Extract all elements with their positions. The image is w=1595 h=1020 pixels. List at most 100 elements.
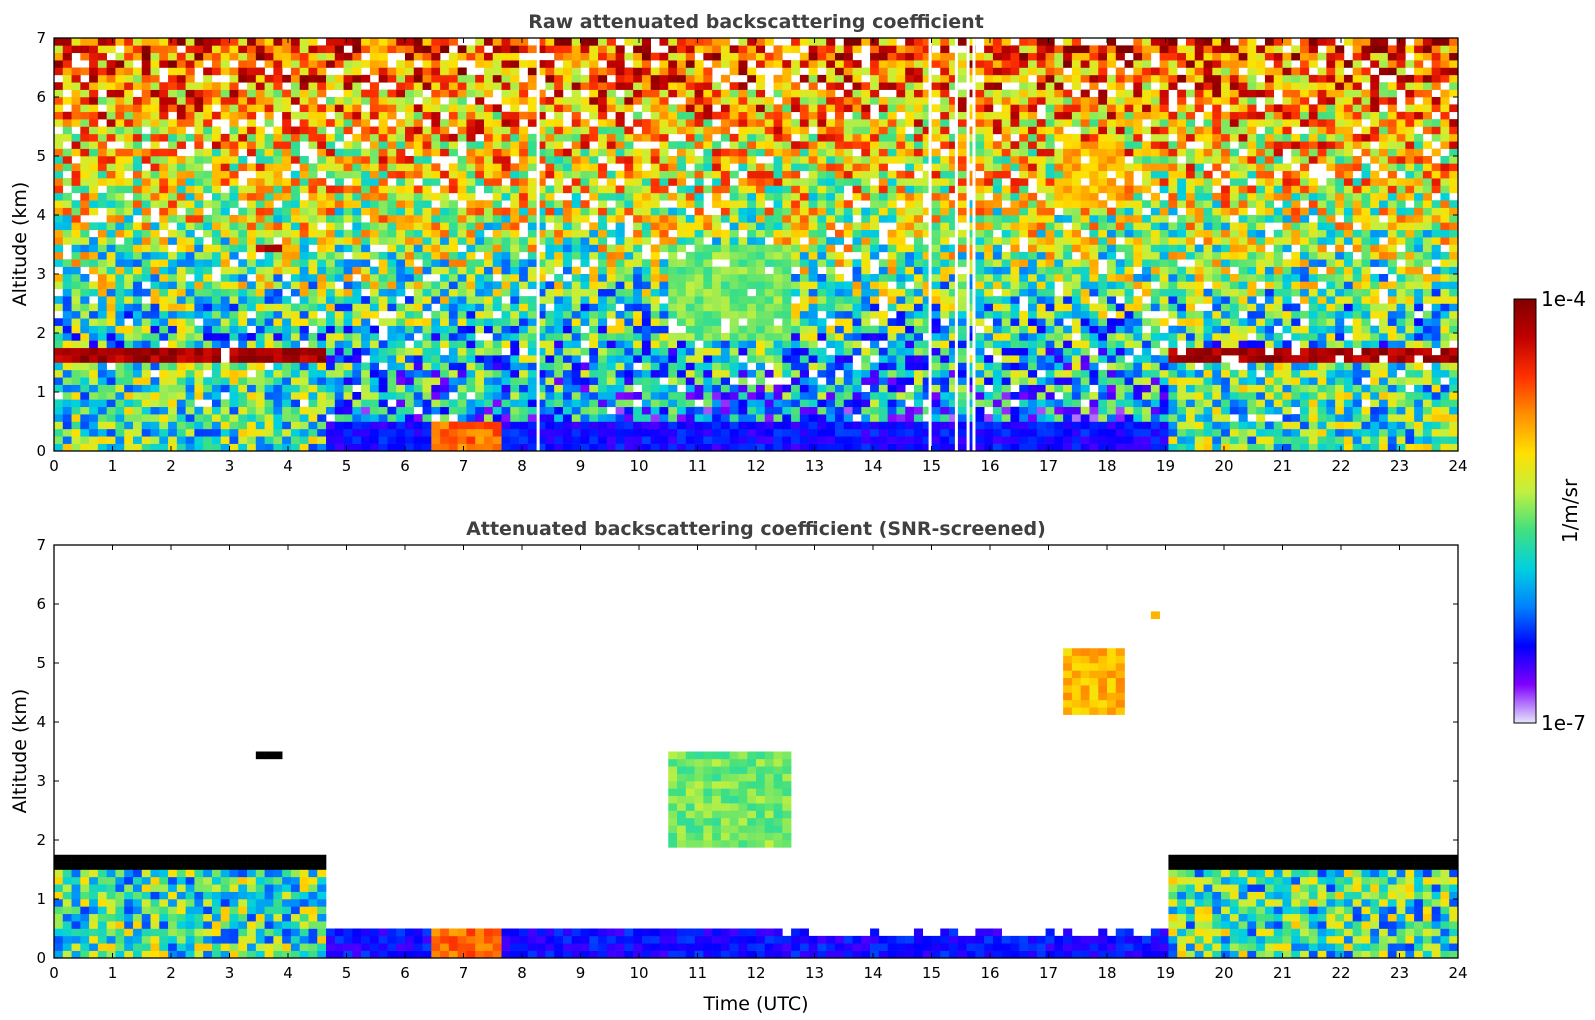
heatmap-cell (1449, 310, 1458, 319)
heatmap-cell (1080, 443, 1090, 451)
heatmap-cell (1379, 281, 1389, 290)
heatmap-cell (1185, 421, 1196, 430)
heatmap-cell (405, 244, 415, 253)
heatmap-cell (150, 259, 160, 267)
heatmap-cell (1273, 333, 1283, 341)
heatmap-cell (141, 414, 151, 422)
heatmap-cell (589, 362, 599, 371)
heatmap-cell (1115, 266, 1125, 275)
heatmap-cell (703, 414, 713, 422)
heatmap-cell (870, 399, 880, 408)
heatmap-cell (1080, 355, 1090, 363)
heatmap-cell (843, 392, 853, 400)
heatmap-cell (194, 310, 204, 319)
heatmap-cell (194, 325, 204, 334)
heatmap-cell (317, 281, 327, 290)
heatmap-cell (861, 288, 871, 297)
heatmap-cell (1177, 421, 1187, 430)
heatmap-cell (1238, 288, 1248, 297)
heatmap-cell (1080, 251, 1090, 260)
heatmap-cell (483, 443, 494, 451)
heatmap-cell (791, 369, 801, 378)
heatmap-cell (194, 355, 204, 363)
heatmap-cell (492, 414, 502, 422)
heatmap-cell (1449, 303, 1458, 312)
heatmap-cell (1010, 406, 1020, 415)
heatmap-cell (650, 369, 660, 378)
heatmap-cell (361, 325, 371, 334)
heatmap-cell (62, 310, 72, 319)
heatmap-cell (641, 392, 652, 400)
heatmap-cell (1080, 347, 1090, 356)
heatmap-cell (405, 392, 415, 400)
heatmap-cell (817, 333, 827, 341)
heatmap-cell (124, 215, 134, 223)
heatmap-cell (203, 325, 213, 334)
heatmap-cell (782, 318, 792, 326)
heatmap-cell (1352, 207, 1362, 216)
heatmap-cell (1291, 399, 1301, 408)
heatmap-cell (194, 443, 204, 451)
heatmap-cell (317, 369, 327, 378)
heatmap-cell (659, 362, 669, 371)
heatmap-cell (571, 333, 581, 341)
heatmap-cell (405, 207, 415, 216)
heatmap-cell (97, 399, 107, 408)
heatmap-cell (255, 229, 265, 238)
heatmap-cell (1247, 362, 1257, 371)
heatmap-cell (598, 237, 608, 245)
heatmap-cell (826, 237, 836, 245)
heatmap-cell (247, 406, 257, 415)
heatmap-cell (764, 414, 774, 422)
heatmap-cell (1449, 229, 1458, 238)
heatmap-cell (457, 399, 467, 408)
heatmap-cell (168, 421, 178, 430)
heatmap-cell (334, 362, 344, 371)
heatmap-cell (264, 310, 274, 319)
heatmap-cell (132, 222, 143, 231)
heatmap-cell (1422, 318, 1432, 326)
heatmap-cell (1422, 244, 1432, 253)
heatmap-cell (448, 428, 458, 437)
heatmap-cell (396, 325, 406, 334)
heatmap-cell (1124, 384, 1134, 393)
heatmap-cell (685, 443, 695, 451)
heatmap-cell (1010, 428, 1020, 437)
heatmap-cell (1247, 436, 1257, 444)
heatmap-cell (299, 200, 309, 208)
heatmap-cell (176, 200, 186, 208)
heatmap-cell (440, 384, 450, 393)
heatmap-cell (615, 215, 625, 223)
heatmap-cell (562, 355, 573, 363)
heatmap-cell (1361, 296, 1371, 304)
heatmap-cell (431, 399, 441, 408)
heatmap-cell (913, 281, 924, 290)
heatmap-cell (650, 244, 660, 253)
heatmap-cell (1071, 310, 1081, 319)
heatmap-cell (159, 377, 169, 385)
heatmap-cell (685, 399, 695, 408)
heatmap-cell (1238, 237, 1248, 245)
heatmap-cell (650, 259, 660, 267)
heatmap-cell (1203, 251, 1213, 260)
heatmap-cell (308, 259, 318, 267)
heatmap-cell (1343, 251, 1353, 260)
heatmap-cell (1150, 266, 1160, 275)
heatmap-cell (308, 355, 318, 363)
heatmap-cell (1010, 259, 1020, 267)
heatmap-cell (1045, 207, 1055, 216)
heatmap-cell (1247, 377, 1257, 385)
heatmap-cell (861, 274, 871, 282)
heatmap-cell (633, 251, 643, 260)
heatmap-cell (343, 414, 353, 422)
heatmap-cell (519, 303, 529, 312)
heatmap-cell (247, 222, 257, 231)
heatmap-cell (791, 392, 801, 400)
heatmap-cell (738, 347, 748, 356)
heatmap-cell (878, 355, 888, 363)
heatmap-cell (229, 281, 239, 290)
heatmap-cell (1264, 215, 1275, 223)
heatmap-cell (527, 428, 537, 437)
heatmap-cell (1107, 244, 1117, 253)
heatmap-cell (54, 406, 64, 415)
